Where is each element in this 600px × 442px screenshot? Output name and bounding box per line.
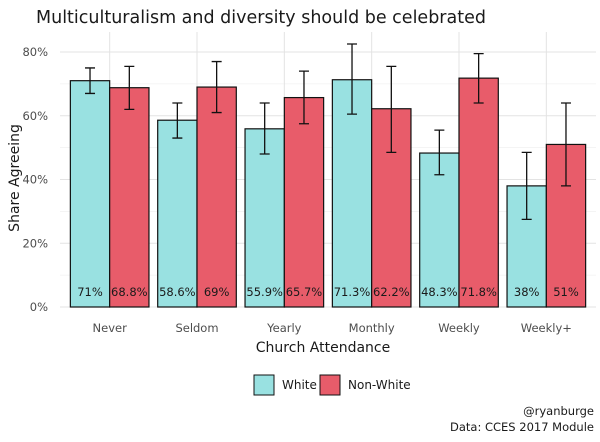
caption-handle: @ryanburge <box>523 404 594 418</box>
caption-source: Data: CCES 2017 Module <box>450 420 594 434</box>
x-tick-label-monthly: Monthly <box>349 321 395 335</box>
error-bar-white-never <box>85 67 96 95</box>
error-bar-non-white-yearly <box>298 70 309 125</box>
x-tick-label-never: Never <box>93 321 128 335</box>
bar-non-white-never <box>109 87 150 308</box>
legend-key-non-white <box>319 374 341 396</box>
bar-white-yearly <box>244 128 285 308</box>
bars <box>69 77 587 308</box>
bar-label-non-white-seldom: 69% <box>204 285 230 299</box>
x-tick-label-weekly: Weekly <box>438 321 480 335</box>
error-bar-non-white-weekly <box>560 102 571 187</box>
bar-white-never <box>69 80 111 308</box>
y-tick-label-20: 20% <box>22 236 48 250</box>
x-tick-label-seldom: Seldom <box>175 321 218 335</box>
y-axis-title: Share Agreeing <box>7 124 23 232</box>
bar-label-non-white-never: 68.8% <box>111 285 148 299</box>
bar-label-white-yearly: 55.9% <box>246 285 283 299</box>
bar-label-white-seldom: 58.6% <box>159 285 196 299</box>
chart-title: Multiculturalism and diversity should be… <box>36 8 486 28</box>
legend: White Non-White <box>253 374 411 396</box>
error-bars <box>85 43 571 220</box>
bar-label-non-white-monthly: 62.2% <box>373 285 410 299</box>
legend-label-non-white: Non-White <box>348 378 411 392</box>
bar-value-labels: 71% 68.8% 58.6% 69% 55.9% 65.7% 71.3% 62.2% 48.3… <box>77 285 579 299</box>
bar-label-white-monthly: 71.3% <box>334 285 371 299</box>
legend-key-white <box>253 374 275 396</box>
bar-label-non-white-weekly: 71.8% <box>460 285 497 299</box>
error-bar-non-white-seldom <box>211 60 222 114</box>
y-tick-label-0: 0% <box>30 300 48 314</box>
error-bar-white-monthly <box>347 43 358 115</box>
bar-label-white-weekly: 38% <box>514 285 540 299</box>
bar-label-white-weekly: 48.3% <box>421 285 458 299</box>
bar-white-seldom <box>157 119 198 308</box>
bar-label-non-white-weekly: 51% <box>553 285 579 299</box>
error-bar-non-white-never <box>124 65 135 111</box>
error-bar-white-weekly <box>434 129 445 176</box>
bar-non-white-weekly <box>458 77 499 308</box>
bar-white-weekly <box>419 152 460 308</box>
y-tick-label-80: 80% <box>22 45 48 59</box>
error-bar-white-weekly <box>521 151 532 220</box>
x-axis-title: Church Attendance <box>256 340 390 356</box>
y-axis-ticks: 0% 20% 40% 60% 80% <box>22 45 48 314</box>
error-bar-non-white-monthly <box>386 65 397 154</box>
bar-label-white-never: 71% <box>77 285 103 299</box>
error-bar-white-seldom <box>172 102 183 139</box>
legend-label-white: White <box>282 378 317 392</box>
bar-white-monthly <box>331 79 373 308</box>
x-tick-label-weekly: Weekly+ <box>521 321 572 335</box>
error-bar-non-white-weekly <box>473 52 484 104</box>
x-tick-label-yearly: Yearly <box>266 321 302 335</box>
y-tick-label-40: 40% <box>22 173 48 187</box>
bar-non-white-yearly <box>283 96 325 308</box>
bar-label-non-white-yearly: 65.7% <box>286 285 323 299</box>
y-tick-label-60: 60% <box>22 109 48 123</box>
error-bar-white-yearly <box>259 102 270 155</box>
x-axis-ticks: Never Seldom Yearly Monthly Weekly Weekly+ <box>93 321 572 335</box>
bar-non-white-seldom <box>196 86 237 308</box>
